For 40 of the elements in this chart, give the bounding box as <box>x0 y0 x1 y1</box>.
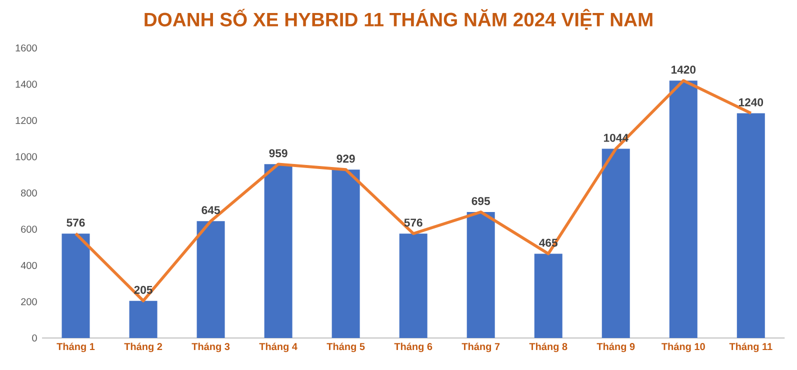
bar <box>466 212 495 338</box>
x-tick-label: Tháng 6 <box>394 342 432 352</box>
bar <box>196 221 225 338</box>
x-tick-label: Tháng 3 <box>192 342 230 352</box>
data-label: 576 <box>404 218 422 227</box>
x-tick-label: Tháng 10 <box>662 342 705 352</box>
x-tick-label: Tháng 2 <box>124 342 162 352</box>
bar <box>264 164 292 338</box>
x-tick-label: Tháng 5 <box>326 342 365 352</box>
data-label: 576 <box>66 218 85 227</box>
data-label: 1420 <box>671 66 696 74</box>
bar <box>332 170 360 338</box>
y-tick-label: 1400 <box>16 80 37 88</box>
data-label: 1240 <box>739 98 764 106</box>
x-tick-label: Tháng 1 <box>56 342 95 352</box>
bar <box>129 300 158 338</box>
x-tick-label: Tháng 8 <box>529 342 568 352</box>
y-tick-label: 600 <box>21 226 37 233</box>
y-tick-label: 1000 <box>16 153 37 160</box>
bar <box>669 80 698 338</box>
bar <box>62 234 90 338</box>
y-tick-label: 0 <box>32 334 37 342</box>
x-tick-label: Tháng 4 <box>259 342 298 352</box>
y-tick-label: 1600 <box>16 44 37 52</box>
bar <box>736 113 765 338</box>
y-tick-label: 200 <box>21 298 37 306</box>
bar <box>602 148 630 338</box>
y-tick-label: 400 <box>20 262 37 270</box>
data-label: 929 <box>336 154 355 163</box>
x-tick-label: Tháng 7 <box>462 342 500 352</box>
data-label: 695 <box>472 197 490 206</box>
x-tick-label: Tháng 9 <box>596 342 635 352</box>
bar <box>534 254 562 338</box>
chart-title: DOANH SỐ XE HYBRID 11 THÁNG NĂM 2024 VIỆT NAM <box>144 8 652 30</box>
data-label: 645 <box>202 206 220 214</box>
x-tick-label: Tháng 11 <box>729 342 772 352</box>
y-tick-label: 800 <box>21 189 37 197</box>
y-tick-label: 1200 <box>16 116 37 124</box>
bar <box>399 234 428 338</box>
data-label: 959 <box>269 149 288 158</box>
